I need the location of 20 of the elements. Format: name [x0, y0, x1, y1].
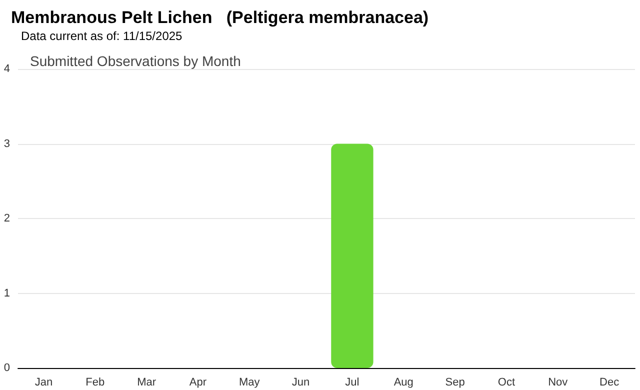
x-tick-label: Nov — [548, 376, 568, 388]
text: Submitted Observations by Month — [30, 53, 241, 69]
x-tick-label: Feb — [86, 376, 105, 388]
y-tick-label: 4 — [4, 63, 10, 75]
x-tick-label: Oct — [498, 376, 516, 388]
chart-subtitle: Data current as of: 11/15/2025 — [21, 29, 183, 43]
x-tick-label: Apr — [189, 376, 207, 388]
y-tick-label: 2 — [4, 212, 10, 224]
y-tick-label: 1 — [4, 287, 10, 300]
x-tick-label: Mar — [137, 376, 156, 388]
x-tick-label: Dec — [600, 376, 620, 388]
x-tick-label: Sep — [445, 376, 465, 388]
x-tick-label: Jun — [292, 376, 310, 388]
chart-title: Membranous Pelt Lichen (Peltigera membranacea) — [11, 8, 429, 27]
x-tick-label: Jul — [345, 376, 360, 388]
x-tick-label: May — [238, 376, 260, 388]
y-tick-label: 3 — [4, 138, 10, 150]
x-tick-label: Jan — [34, 376, 53, 388]
x-tick-label: Aug — [394, 376, 414, 388]
y-tick-label: 0 — [4, 362, 10, 374]
